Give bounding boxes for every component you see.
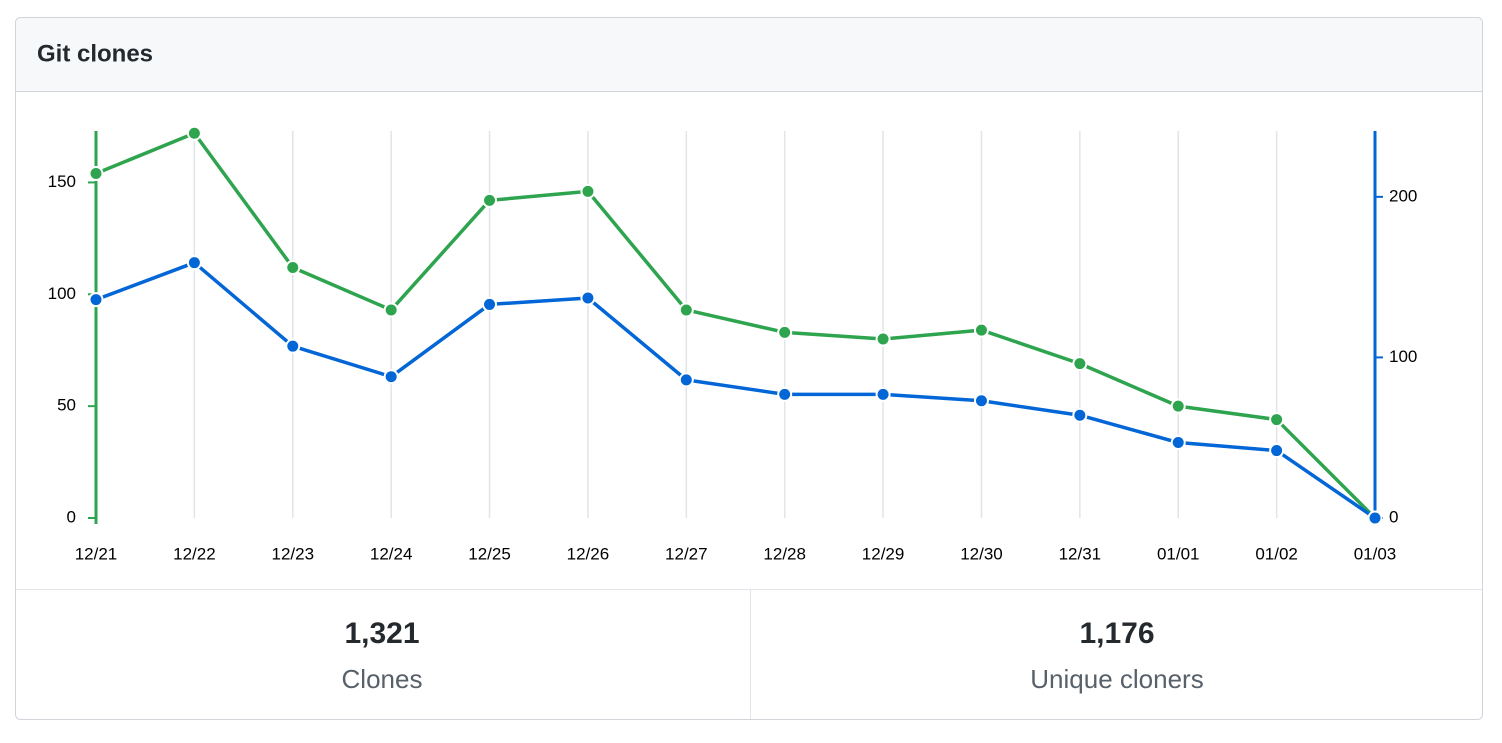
data-point [777,324,793,340]
data-point [1269,443,1285,459]
data-point [285,338,301,354]
series-line [95,260,1376,520]
x-tick-label: 01/03 [1354,544,1397,563]
x-tick-label: 12/29 [862,544,905,563]
data-point [383,369,399,385]
data-point [1072,356,1088,372]
x-tick-label: 01/01 [1157,544,1200,563]
x-tick-label: 12/31 [1059,544,1102,563]
data-point [875,331,891,347]
data-point [88,166,104,182]
x-tick-label: 12/24 [370,544,413,563]
data-point [1170,435,1186,451]
data-point [678,302,694,318]
data-point [88,292,104,308]
y-tick-label: 0 [67,507,76,526]
y-tick-label: 100 [48,284,76,303]
y-tick-label: 50 [57,396,76,415]
data-point [875,386,891,402]
y2-tick-label: 200 [1389,186,1417,205]
data-point [678,372,694,388]
summary-value: 1,176 [1079,617,1154,650]
data-point [186,125,202,141]
y2-tick-label: 0 [1389,507,1398,526]
data-point [580,183,596,199]
y-tick-label: 150 [48,172,76,191]
x-tick-label: 12/25 [468,544,511,563]
panel-border [15,17,1483,720]
data-point [383,302,399,318]
summary-label: Unique cloners [1030,664,1203,694]
data-point [1072,407,1088,423]
data-point [482,192,498,208]
data-point [777,386,793,402]
data-point [580,290,596,306]
x-tick-label: 12/23 [271,544,314,563]
x-tick-label: 12/30 [960,544,1003,563]
x-tick-label: 12/28 [763,544,806,563]
data-point [973,322,989,338]
x-tick-label: 12/27 [665,544,708,563]
data-point [482,296,498,312]
data-point [285,259,301,275]
x-tick-label: 12/26 [567,544,610,563]
data-point [1367,510,1383,526]
summary-label: Clones [342,664,423,694]
data-point [1269,412,1285,428]
panel-title: Git clones [37,40,153,67]
panel-header [16,18,1482,91]
x-tick-label: 12/21 [75,544,118,563]
x-tick-label: 12/22 [173,544,216,563]
plot: 12/21 12/22 12/23 12/24 12/25 12/26 12/27 12/28… [48,125,1417,563]
y2-tick-label: 100 [1389,347,1417,366]
data-point [973,393,989,409]
summary-value: 1,321 [344,617,419,650]
x-tick-label: 01/02 [1255,544,1298,563]
series-line [95,131,1377,520]
data-point [186,255,202,271]
data-point [1170,398,1186,414]
